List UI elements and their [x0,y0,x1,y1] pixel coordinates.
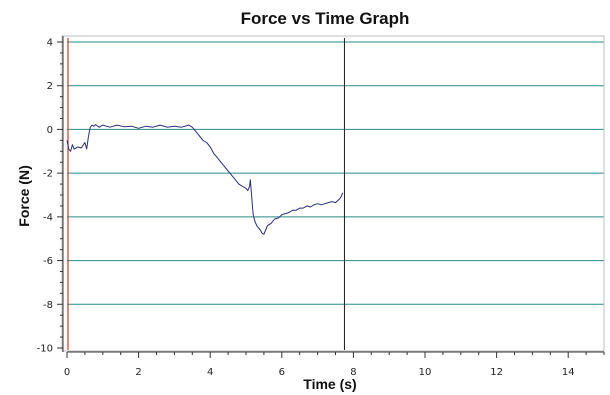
y-tick-label: -8 [43,300,53,311]
series-layer [66,124,344,235]
x-tick-label: 12 [490,367,503,378]
y-axis-label: Force (N) [16,165,32,226]
axes [57,36,605,358]
x-tick-label: 10 [419,367,432,378]
x-tick-labels: 0 2 4 6 8 10 12 14 [64,367,575,378]
grid-lines [67,41,604,305]
y-tick-label: 2 [47,81,53,92]
y-tick-label: 4 [47,38,53,49]
x-tick-label: 0 [64,367,70,378]
vertical-markers [67,38,345,350]
y-tick-label: -10 [37,344,53,355]
y-tick-label: -6 [43,256,53,267]
x-tick-label: 6 [279,367,285,378]
x-axis-label: Time (s) [303,376,356,392]
x-tick-label: 8 [350,367,356,378]
plot-frame [61,35,605,352]
x-tick-label: 14 [562,367,575,378]
y-tick-label: -4 [43,212,53,223]
y-tick-labels: 4 2 0 -2 -4 -6 -8 -10 [37,38,53,355]
y-tick-label: 0 [47,125,53,136]
y-tick-label: -2 [43,169,53,180]
force-series-line [66,124,344,235]
x-tick-label: 4 [207,367,213,378]
chart-title: Force vs Time Graph [241,9,410,28]
x-tick-label: 2 [135,367,141,378]
